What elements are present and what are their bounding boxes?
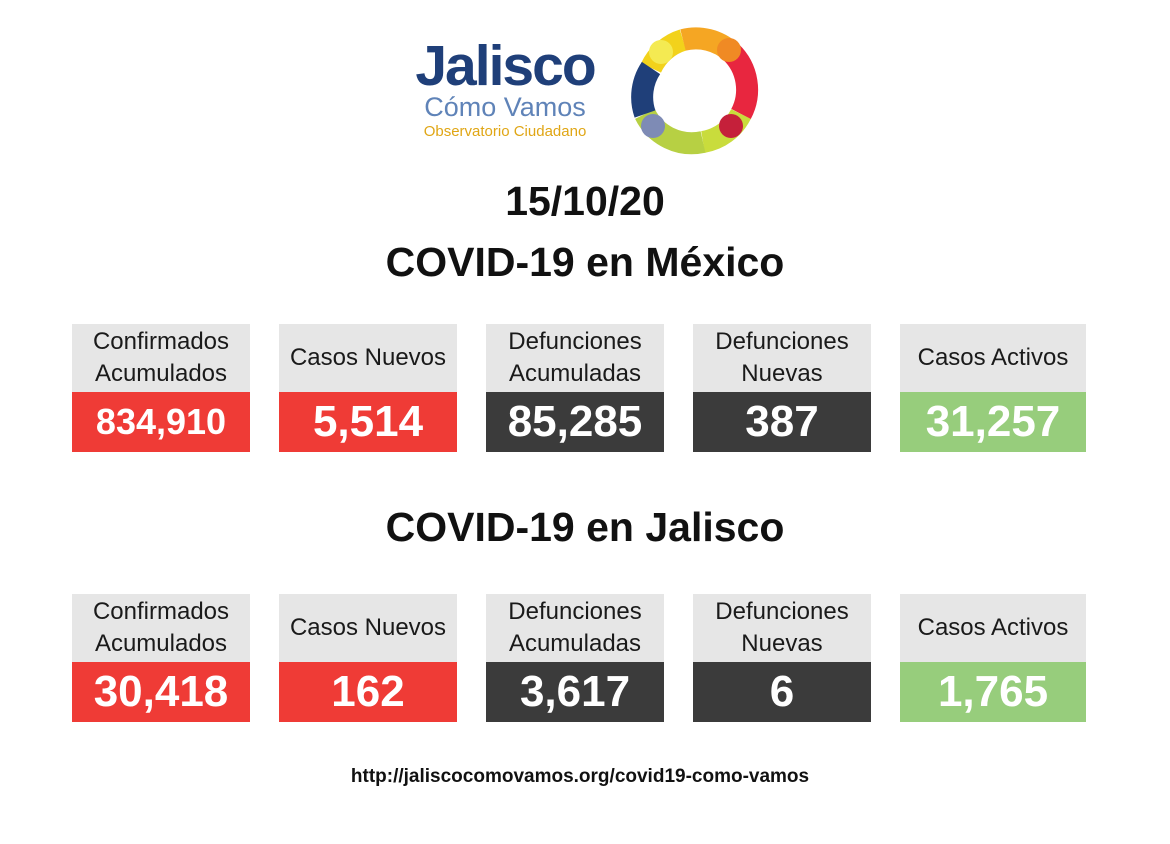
- card-value: 162: [279, 662, 457, 722]
- card-label: Casos Nuevos: [279, 594, 457, 662]
- jalisco-card-casos-activos: Casos Activos 1,765: [900, 594, 1086, 722]
- card-value: 6: [693, 662, 871, 722]
- card-value: 31,257: [900, 392, 1086, 452]
- card-value: 85,285: [486, 392, 664, 452]
- card-value: 387: [693, 392, 871, 452]
- jalisco-card-confirmados: Confirmados Acumulados 30,418: [72, 594, 250, 722]
- card-label: Casos Activos: [900, 594, 1086, 662]
- mexico-card-casos-activos: Casos Activos 31,257: [900, 324, 1086, 452]
- mexico-card-defunciones-acumuladas: Defunciones Acumuladas 85,285: [486, 324, 664, 452]
- logo-tagline: Observatorio Ciudadano: [423, 123, 587, 140]
- card-label: Defunciones Nuevas: [693, 324, 871, 392]
- card-label: Defunciones Nuevas: [693, 594, 871, 662]
- mexico-card-confirmados: Confirmados Acumulados 834,910: [72, 324, 250, 452]
- jalisco-como-vamos-logo: Jalisco Cómo Vamos Observatorio Ciudadan…: [405, 22, 765, 162]
- source-url-link[interactable]: http://jaliscocomovamos.org/covid19-como…: [350, 766, 810, 787]
- card-label: Casos Activos: [900, 324, 1086, 392]
- jalisco-card-defunciones-acumuladas: Defunciones Acumuladas 3,617: [486, 594, 664, 722]
- logo-ring-icon: [631, 27, 759, 155]
- card-label: Defunciones Acumuladas: [486, 594, 664, 662]
- jalisco-card-casos-nuevos: Casos Nuevos 162: [279, 594, 457, 722]
- jalisco-card-defunciones-nuevas: Defunciones Nuevas 6: [693, 594, 871, 722]
- card-value: 3,617: [486, 662, 664, 722]
- card-value: 1,765: [900, 662, 1086, 722]
- mexico-card-defunciones-nuevas: Defunciones Nuevas 387: [693, 324, 871, 452]
- card-value: 5,514: [279, 392, 457, 452]
- card-label: Casos Nuevos: [279, 324, 457, 392]
- report-date: 15/10/20: [505, 178, 665, 224]
- card-value: 30,418: [72, 662, 250, 722]
- logo-wordmark: Jalisco Cómo Vamos Observatorio Ciudadan…: [405, 37, 605, 141]
- card-label: Confirmados Acumulados: [72, 594, 250, 662]
- jalisco-section-title: COVID-19 en Jalisco: [385, 504, 785, 550]
- mexico-section-title: COVID-19 en México: [385, 239, 785, 285]
- card-label: Defunciones Acumuladas: [486, 324, 664, 392]
- mexico-card-casos-nuevos: Casos Nuevos 5,514: [279, 324, 457, 452]
- card-value: 834,910: [72, 392, 250, 452]
- logo-subtitle: Cómo Vamos: [424, 92, 586, 122]
- logo-title: Jalisco: [415, 34, 596, 98]
- card-label: Confirmados Acumulados: [72, 324, 250, 392]
